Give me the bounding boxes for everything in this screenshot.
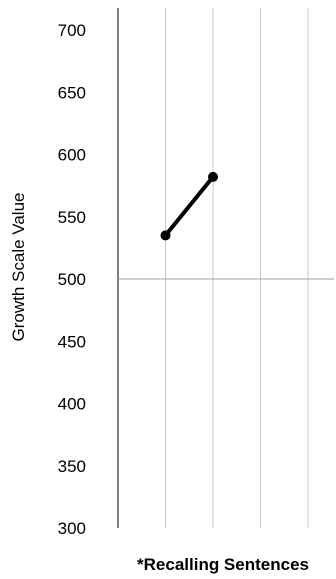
data-point [160,230,171,241]
data-point [208,171,218,182]
grid-layer [165,8,309,528]
series-layer [160,171,218,241]
y-tick-labels: 300 350 400 450 500 550 600 650 700 [58,21,86,538]
y-tick-label: 350 [58,457,86,476]
x-axis-category-label: *Recalling Sentences [137,555,309,574]
series-line [163,174,215,238]
y-tick-label: 450 [58,332,86,351]
y-axis-title: Growth Scale Value [9,193,28,342]
y-tick-label: 300 [58,519,86,538]
y-tick-label: 550 [58,208,86,227]
y-tick-label: 500 [58,270,86,289]
y-tick-label: 400 [58,395,86,414]
y-tick-label: 650 [58,83,86,102]
y-tick-label: 700 [58,21,86,40]
y-tick-label: 600 [58,146,86,165]
